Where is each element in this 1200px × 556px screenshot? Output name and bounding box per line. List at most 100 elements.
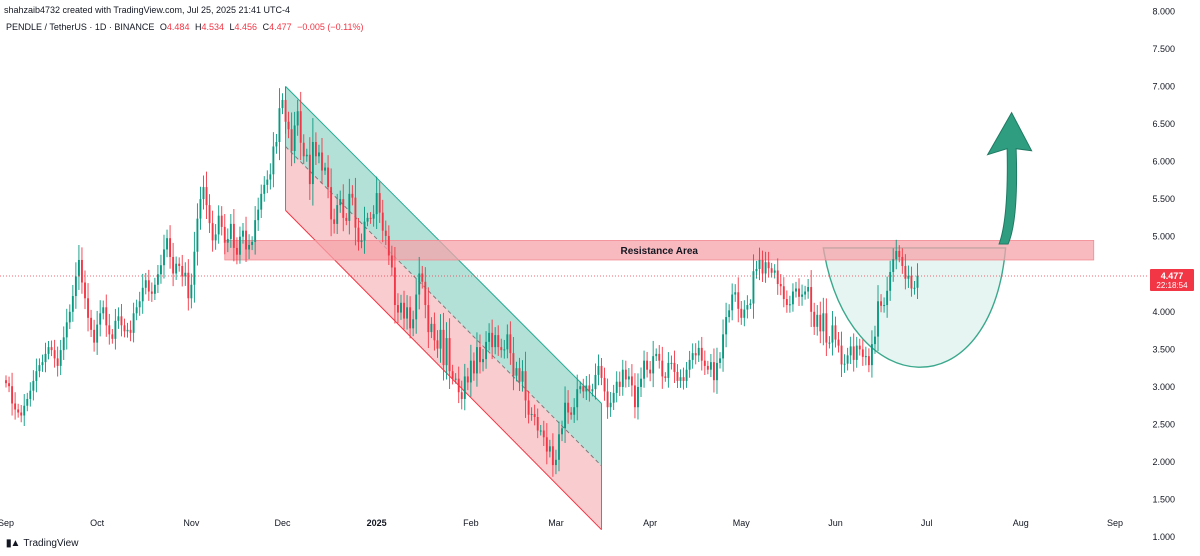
candle [451, 364, 454, 385]
candle-body [299, 111, 302, 143]
candle [776, 258, 779, 295]
candle-body [369, 217, 372, 219]
candle-body [588, 385, 591, 392]
candle-body [627, 376, 630, 380]
candle [53, 339, 56, 368]
candle [539, 424, 542, 436]
candle-body [816, 314, 819, 327]
candle [831, 311, 834, 356]
candle-body [749, 303, 752, 306]
candle [825, 298, 828, 357]
candle-body [8, 383, 10, 387]
candle-body [570, 412, 573, 415]
candle [606, 378, 609, 419]
candle [324, 162, 326, 175]
candle-body [108, 325, 111, 335]
candle [99, 300, 102, 337]
symbol-title[interactable]: PENDLE / TetherUS · 1D · BINANCE [6, 22, 155, 32]
footer-brand[interactable]: TradingView [23, 538, 79, 549]
candle [400, 294, 402, 320]
candle-body [451, 371, 454, 379]
candle-body [463, 376, 466, 399]
candle-body [141, 287, 144, 302]
candle-body [870, 344, 873, 366]
channel-mid-line[interactable] [285, 146, 602, 467]
candle [311, 118, 314, 206]
candle [828, 336, 831, 349]
candle-body [302, 142, 305, 157]
candle-body [400, 302, 402, 313]
bullish-arrow[interactable] [986, 111, 1033, 245]
candle-body [761, 259, 764, 274]
candle-body [679, 377, 682, 381]
candle [561, 420, 563, 442]
candle [108, 313, 111, 345]
candle-body [527, 400, 530, 415]
candle [573, 398, 576, 423]
candle-body [877, 301, 879, 337]
candle-body [321, 152, 323, 171]
x-tick-label: Nov [183, 518, 200, 528]
candle [202, 175, 205, 210]
cup-pattern[interactable] [822, 247, 1007, 368]
candle [886, 276, 889, 318]
candle-body [123, 325, 126, 332]
candle-body [260, 193, 263, 210]
candle-body [606, 391, 609, 408]
candle-body [685, 369, 688, 381]
candle-body [706, 365, 709, 370]
candle-body [117, 316, 120, 321]
candle-body [366, 217, 369, 222]
candle [530, 407, 533, 421]
candle-body [530, 413, 533, 415]
candle [524, 351, 527, 418]
candle [23, 394, 26, 427]
candle-body [907, 275, 910, 279]
candle [336, 193, 339, 235]
candle-body [548, 446, 551, 452]
candle [725, 302, 728, 348]
candle-body [788, 304, 791, 306]
candle [819, 301, 822, 344]
candle-body [81, 259, 83, 283]
candle-body [512, 353, 515, 376]
candle-body [892, 259, 895, 272]
candle [41, 354, 44, 372]
candle-body [649, 369, 652, 374]
candle-body [773, 270, 776, 273]
candle-body [524, 371, 527, 401]
candle [169, 225, 172, 269]
candle-body [105, 307, 108, 326]
candle [211, 210, 214, 252]
candle-body [357, 227, 360, 242]
candle [837, 331, 840, 353]
candle-body [393, 267, 396, 306]
candle-body [852, 346, 855, 360]
candle [254, 206, 257, 255]
candle-body [597, 365, 600, 375]
price-tag [1150, 268, 1194, 291]
candle [147, 269, 150, 301]
candle-body [223, 226, 226, 243]
candle [284, 86, 287, 134]
tradingview-logo-icon[interactable]: ▮▲ [6, 538, 20, 549]
candle-body [330, 187, 333, 220]
candle-body [266, 179, 269, 185]
price-tag-value: 4.477 [1161, 271, 1184, 281]
ohlc-low: L4.456 [230, 22, 258, 32]
candle [476, 332, 478, 387]
candle-body [339, 199, 342, 206]
candle [153, 277, 156, 300]
open-value: 4.484 [166, 22, 190, 32]
candle-body [779, 284, 782, 287]
candle [910, 266, 913, 297]
candle [460, 380, 463, 410]
candle-body [99, 313, 102, 325]
candle [627, 368, 630, 388]
candle [764, 251, 767, 283]
candle-body [272, 146, 275, 175]
candle [795, 281, 797, 298]
candle-body [819, 314, 822, 332]
candle [126, 322, 129, 338]
candle [463, 363, 466, 411]
